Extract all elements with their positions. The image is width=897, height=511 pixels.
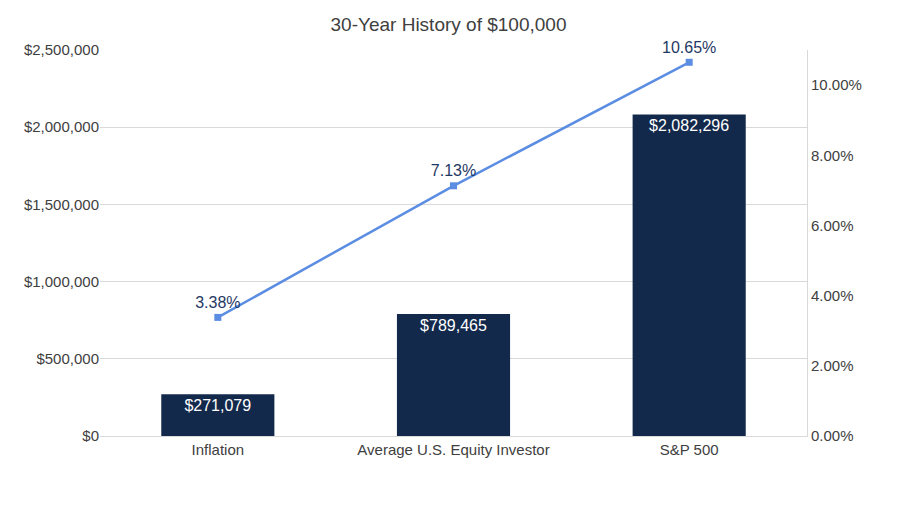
svg-text:$1,000,000: $1,000,000 bbox=[24, 273, 99, 290]
svg-text:$0: $0 bbox=[82, 427, 99, 444]
svg-text:S&P 500: S&P 500 bbox=[660, 441, 719, 458]
svg-text:$271,079: $271,079 bbox=[184, 397, 251, 414]
svg-text:0.00%: 0.00% bbox=[811, 427, 854, 444]
svg-text:10.00%: 10.00% bbox=[811, 76, 862, 93]
svg-text:10.65%: 10.65% bbox=[662, 39, 716, 56]
svg-text:7.13%: 7.13% bbox=[431, 162, 476, 179]
svg-text:$789,465: $789,465 bbox=[420, 317, 487, 334]
svg-text:$500,000: $500,000 bbox=[36, 350, 99, 367]
svg-text:8.00%: 8.00% bbox=[811, 147, 854, 164]
svg-text:30-Year History of $100,000: 30-Year History of $100,000 bbox=[331, 14, 567, 35]
svg-text:$1,500,000: $1,500,000 bbox=[24, 196, 99, 213]
svg-text:2.00%: 2.00% bbox=[811, 357, 854, 374]
svg-text:$2,082,296: $2,082,296 bbox=[649, 117, 729, 134]
svg-text:$2,000,000: $2,000,000 bbox=[24, 118, 99, 135]
svg-text:$2,500,000: $2,500,000 bbox=[24, 41, 99, 58]
svg-text:6.00%: 6.00% bbox=[811, 217, 854, 234]
svg-text:Inflation: Inflation bbox=[192, 441, 245, 458]
svg-text:Average U.S. Equity Investor: Average U.S. Equity Investor bbox=[357, 441, 549, 458]
svg-text:3.38%: 3.38% bbox=[195, 294, 240, 311]
svg-text:4.00%: 4.00% bbox=[811, 287, 854, 304]
